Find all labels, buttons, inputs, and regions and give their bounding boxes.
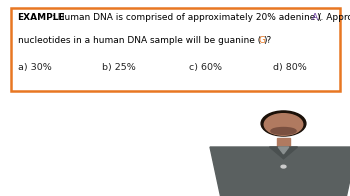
Polygon shape [278, 147, 289, 154]
Circle shape [281, 165, 286, 168]
Text: )?: )? [263, 36, 272, 45]
Text: a) 30%: a) 30% [18, 63, 51, 72]
Text: EXAMPLE: EXAMPLE [18, 13, 65, 22]
Polygon shape [270, 147, 298, 159]
FancyBboxPatch shape [10, 8, 340, 91]
Text: A: A [312, 13, 318, 22]
Text: b) 25%: b) 25% [102, 63, 135, 72]
Text: c) 60%: c) 60% [189, 63, 222, 72]
Circle shape [264, 114, 303, 135]
Text: ). Approximately what percentage of the: ). Approximately what percentage of the [317, 13, 350, 22]
Bar [277, 138, 290, 151]
Ellipse shape [271, 127, 296, 134]
Text: d) 80%: d) 80% [273, 63, 307, 72]
Text: nucleotides in a human DNA sample will be guanine (: nucleotides in a human DNA sample will b… [18, 36, 261, 45]
Polygon shape [210, 147, 350, 196]
Text: G: G [258, 36, 266, 45]
Text: : Human DNA is comprised of approximately 20% adenine (: : Human DNA is comprised of approximatel… [52, 13, 322, 22]
Circle shape [261, 111, 306, 136]
